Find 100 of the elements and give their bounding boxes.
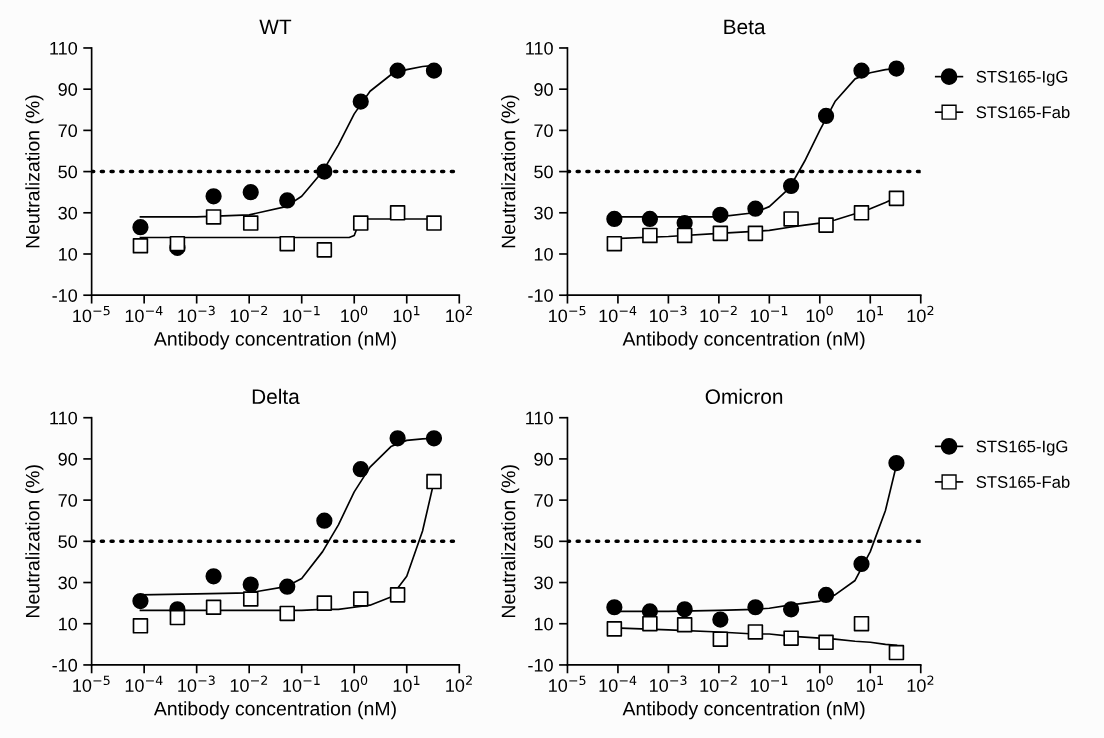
legend-label: STS165-Fab	[976, 475, 1070, 488]
point	[132, 219, 149, 236]
point	[352, 461, 369, 478]
point	[747, 599, 764, 616]
y-tick-label: 90	[534, 452, 553, 466]
x-tick-label: 10$^{−5}$	[549, 305, 586, 323]
point	[818, 634, 834, 651]
x-tick-label: 10$^{0}$	[341, 675, 368, 692]
point	[606, 621, 623, 637]
x-tick-label: 10$^{−1}$	[750, 675, 788, 692]
point	[747, 624, 764, 640]
point	[242, 591, 259, 607]
point	[642, 227, 658, 244]
x-tick-label: 10$^{2}$	[907, 675, 934, 692]
x-tick-label: 10$^{−1}$	[283, 305, 320, 323]
point	[279, 578, 296, 595]
x-tick-label: 10$^{0}$	[806, 675, 833, 692]
point	[132, 618, 149, 634]
x-axis-title: Antibody concentration (nM)	[153, 701, 396, 720]
point	[676, 616, 693, 633]
point	[641, 210, 659, 228]
point	[606, 235, 623, 252]
point	[712, 225, 729, 242]
x-tick-label: 10$^{−5}$	[549, 675, 586, 692]
y-tick-label: 110	[50, 411, 78, 425]
point	[205, 568, 222, 585]
legend-label: STS165-Fab	[976, 105, 1070, 119]
y-axis-title: Neutralization (%)	[25, 465, 44, 617]
y-axis-title: Neutralization (%)	[25, 95, 44, 248]
x-tick-label: 10$^{−1}$	[283, 675, 320, 692]
point	[316, 242, 333, 258]
y-axis-title: Neutralization (%)	[501, 95, 520, 248]
point	[425, 430, 443, 447]
point	[888, 644, 905, 661]
point	[606, 599, 623, 616]
x-tick-label: 10$^{1}$	[857, 305, 883, 323]
y-tick-label: -10	[528, 289, 553, 302]
y-tick-label: 50	[534, 165, 553, 179]
point	[712, 611, 729, 628]
point	[782, 601, 800, 618]
y-tick-label: 50	[534, 535, 553, 549]
point	[817, 586, 835, 604]
point	[747, 200, 764, 217]
y-tick-label: 110	[526, 411, 553, 425]
point	[389, 62, 406, 79]
y-tick-label: 70	[534, 124, 553, 138]
y-tick-label: 10	[534, 247, 553, 261]
point	[205, 209, 222, 225]
point	[132, 237, 149, 254]
y-axis-title: Neutralization (%)	[501, 465, 520, 617]
legend-label: STS165-IgG	[976, 70, 1068, 86]
point	[782, 177, 800, 195]
x-tick-label: 10$^{−1}$	[750, 305, 788, 323]
point	[205, 599, 222, 616]
point	[279, 192, 296, 209]
x-tick-label: 10$^{0}$	[806, 305, 833, 323]
point	[642, 615, 658, 632]
point	[783, 630, 799, 646]
point	[352, 591, 369, 607]
point	[676, 601, 693, 618]
y-tick-label: 10	[59, 247, 78, 261]
x-tick-label: 10$^{−4}$	[125, 305, 163, 323]
point	[242, 184, 259, 201]
point	[853, 555, 870, 573]
x-tick-label: 10$^{−3}$	[650, 675, 687, 692]
point	[888, 454, 905, 472]
x-tick-label: 10$^{−4}$	[125, 675, 163, 692]
point	[169, 609, 186, 626]
y-tick-label: 30	[58, 206, 78, 220]
point	[389, 205, 406, 221]
point	[205, 188, 222, 205]
y-tick-label: 70	[58, 124, 78, 138]
y-tick-label: 30	[534, 576, 553, 590]
y-tick-label: 70	[58, 494, 78, 507]
point	[426, 215, 442, 231]
point	[712, 206, 729, 223]
point	[853, 615, 870, 632]
legend-label: STS165-IgG	[976, 440, 1068, 456]
point	[853, 205, 870, 221]
y-tick-label: 10	[59, 617, 78, 631]
point	[352, 215, 369, 231]
x-tick-label: 10$^{−2}$	[700, 675, 737, 692]
x-tick-label: 10$^{−5}$	[73, 305, 110, 323]
point	[316, 595, 333, 611]
point	[853, 62, 870, 79]
x-tick-label: 10$^{2}$	[446, 305, 472, 323]
point	[242, 215, 259, 231]
point	[747, 225, 764, 242]
x-axis-title: Antibody concentration (nM)	[153, 331, 396, 350]
x-tick-label: 10$^{2}$	[907, 305, 934, 323]
x-tick-label: 10$^{−3}$	[178, 305, 215, 323]
chart-title: Beta	[724, 19, 766, 35]
x-axis-title: Antibody concentration (nM)	[622, 701, 865, 720]
x-tick-label: 10$^{−2}$	[230, 675, 268, 692]
x-tick-label: 10$^{−2}$	[700, 305, 737, 323]
point	[606, 210, 623, 228]
y-tick-label: 30	[58, 576, 78, 590]
point	[888, 60, 905, 77]
point	[316, 512, 333, 529]
x-tick-label: 10$^{−3}$	[178, 675, 215, 692]
